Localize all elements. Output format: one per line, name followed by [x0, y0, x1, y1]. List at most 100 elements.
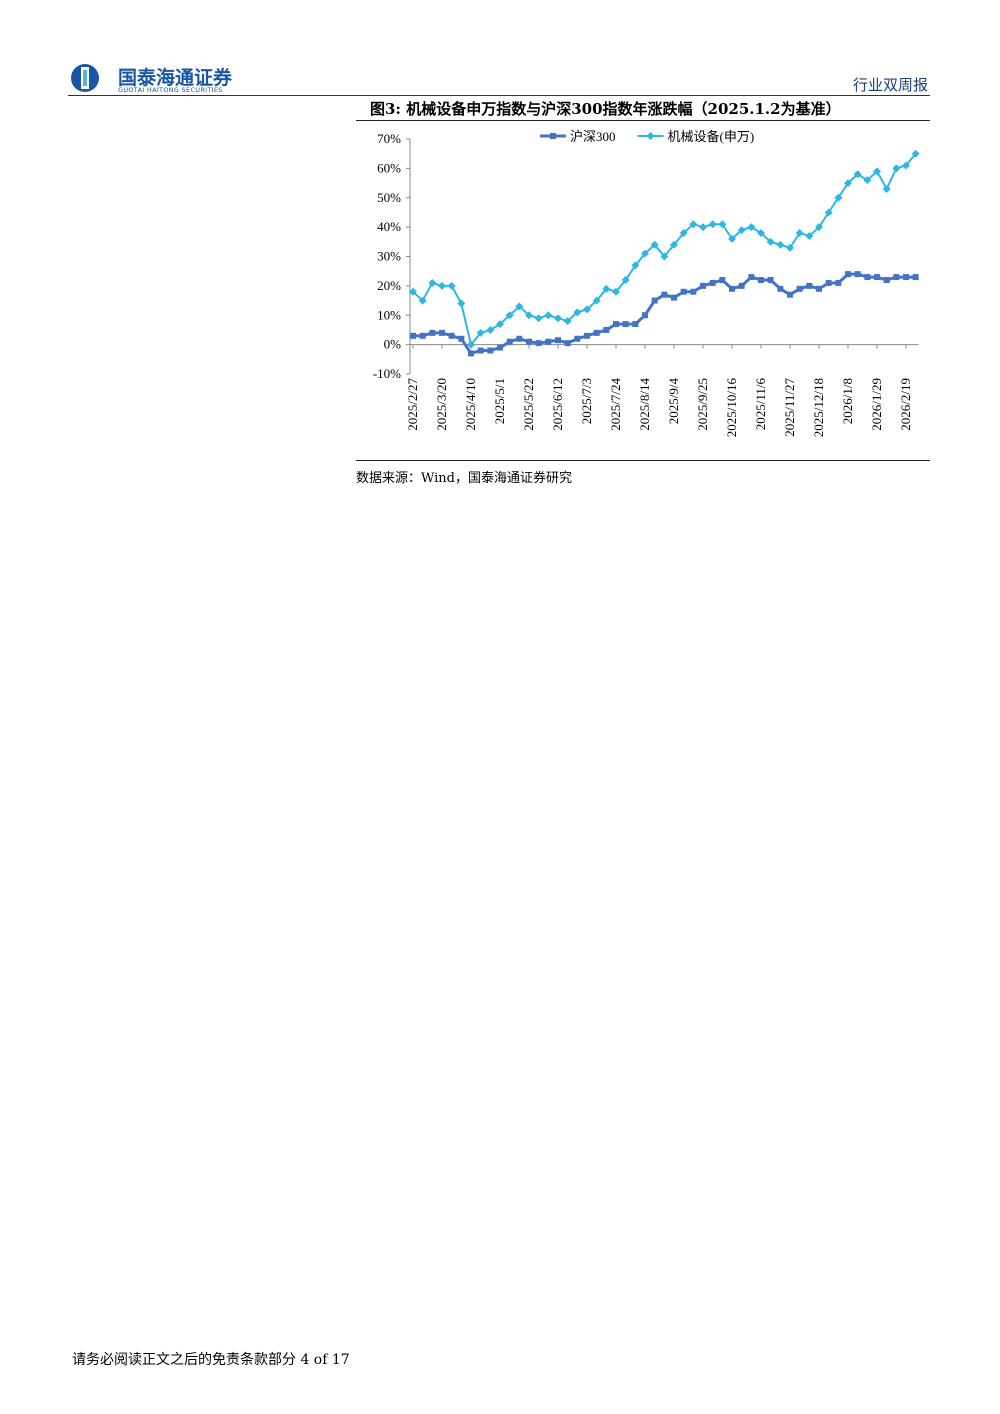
x-tick-label: 2025/3/20 — [434, 378, 449, 431]
marker — [903, 274, 909, 281]
x-tick-label: 2026/2/19 — [898, 378, 913, 431]
marker — [506, 338, 513, 345]
marker — [457, 299, 466, 308]
marker — [574, 335, 581, 342]
marker — [641, 249, 649, 258]
marker — [834, 193, 843, 202]
marker — [573, 308, 582, 317]
marker — [544, 311, 553, 320]
marker — [458, 335, 465, 342]
marker — [825, 279, 832, 286]
marker — [835, 279, 842, 286]
marker — [486, 325, 495, 334]
marker — [786, 243, 794, 252]
marker — [729, 285, 735, 292]
marker — [680, 288, 687, 295]
marker — [767, 277, 774, 283]
marker — [777, 285, 784, 292]
brand-en: GUOTAI HAITONG SECURITIES — [118, 86, 223, 94]
header-rule — [68, 95, 930, 96]
marker — [709, 279, 716, 286]
y-tick-label: 60% — [377, 160, 401, 175]
x-tick-label: 2025/10/16 — [724, 378, 739, 438]
marker — [555, 337, 561, 344]
marker — [864, 274, 871, 281]
marker — [738, 282, 745, 289]
marker — [621, 276, 630, 284]
marker — [418, 296, 427, 305]
marker — [854, 271, 861, 278]
x-tick-label: 2025/7/24 — [608, 378, 623, 431]
y-tick-label: 40% — [377, 219, 401, 234]
marker — [873, 167, 881, 176]
marker — [505, 311, 514, 320]
marker — [787, 291, 793, 298]
marker — [602, 284, 611, 293]
marker — [883, 277, 890, 283]
marker — [477, 347, 484, 354]
marker — [912, 274, 919, 281]
marker — [815, 223, 823, 232]
marker — [622, 321, 629, 328]
marker — [535, 340, 542, 347]
marker — [728, 234, 736, 243]
x-tick-label: 2025/9/4 — [666, 378, 681, 425]
marker — [526, 338, 532, 345]
marker — [690, 288, 697, 295]
marker — [911, 149, 920, 158]
y-tick-label: 30% — [377, 249, 401, 264]
logo-icon — [71, 64, 99, 92]
marker — [592, 296, 601, 305]
marker — [410, 332, 416, 339]
caption-rule — [356, 120, 930, 121]
marker — [409, 287, 417, 296]
marker — [646, 132, 655, 140]
marker — [795, 229, 804, 237]
x-tick-label: 2025/11/27 — [782, 378, 797, 437]
marker — [863, 176, 872, 185]
marker — [806, 282, 813, 289]
disclaimer: 请务必阅读正文之后的免责条款部分 — [72, 1352, 296, 1368]
marker — [467, 340, 475, 349]
marker — [718, 220, 727, 229]
marker — [468, 350, 474, 357]
x-tick-label: 2025/11/6 — [753, 378, 768, 431]
x-tick-label: 2025/5/1 — [492, 378, 507, 424]
marker — [670, 240, 678, 249]
marker — [583, 305, 591, 314]
marker — [496, 320, 504, 329]
marker — [564, 340, 571, 347]
page-number: 4 of 17 — [300, 1352, 350, 1368]
marker — [748, 274, 755, 281]
series-line — [413, 272, 916, 356]
x-tick-label: 2026/1/29 — [869, 378, 884, 431]
marker — [447, 281, 456, 290]
x-tick-label: 2025/6/12 — [550, 378, 565, 431]
marker — [419, 332, 426, 339]
marker — [796, 285, 803, 292]
y-tick-label: 0% — [384, 337, 402, 352]
marker — [689, 220, 698, 229]
marker — [584, 332, 590, 339]
y-tick-label: -10% — [373, 366, 401, 381]
y-tick-label: 10% — [377, 307, 401, 322]
x-tick-label: 2025/9/25 — [695, 378, 710, 431]
marker — [550, 133, 556, 139]
series-line — [412, 153, 917, 347]
marker — [534, 314, 543, 323]
marker — [737, 226, 746, 235]
marker — [757, 229, 765, 237]
marker — [487, 347, 494, 354]
report-type: 行业双周报 — [852, 76, 928, 94]
marker — [660, 252, 669, 261]
x-tick-label: 2025/7/3 — [579, 378, 594, 424]
marker — [805, 231, 814, 240]
marker — [429, 329, 436, 336]
x-tick-label: 2025/8/14 — [637, 378, 652, 431]
brand: 国泰海通证券 — [118, 67, 233, 89]
legend-label: 机械设备(申万) — [668, 129, 755, 144]
marker — [679, 229, 688, 237]
marker — [893, 274, 900, 281]
marker — [766, 237, 775, 246]
marker — [661, 291, 668, 298]
